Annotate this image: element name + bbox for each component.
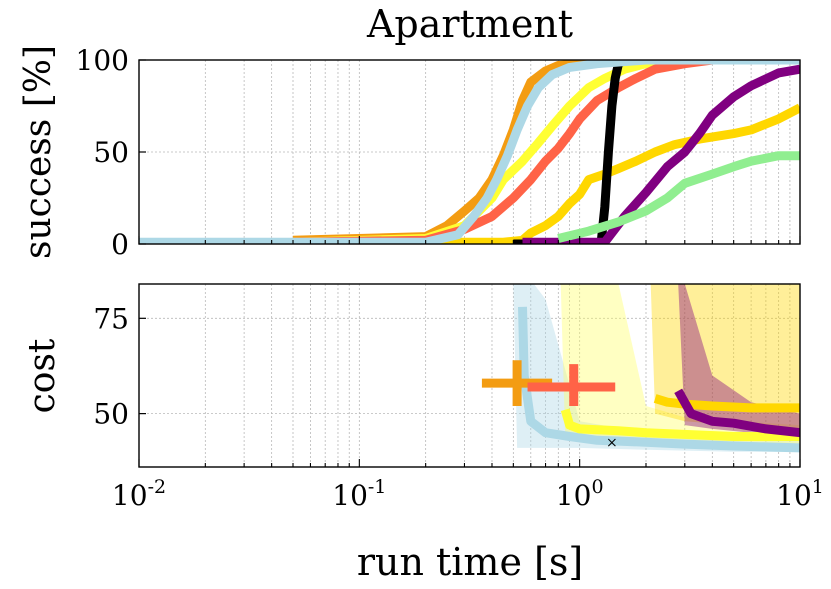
y-tick-label: 50 [93, 398, 129, 431]
cost-series-line [560, 408, 800, 441]
x-axis-label: run time [s] [357, 540, 583, 584]
x-ticks: 10-2 10-1 100 101 [112, 236, 824, 512]
x-tick-label: 10-2 [112, 476, 166, 512]
y-tick-label: 75 [93, 302, 129, 335]
success-ylabel: success [%] [18, 45, 59, 259]
cost-series-line [674, 388, 800, 438]
success-series-line [292, 60, 800, 244]
x-tick-label: 100 [556, 476, 604, 512]
cost-band [650, 284, 800, 429]
success-series-line [292, 60, 800, 244]
success-series-line [139, 60, 800, 244]
cost-series: × [481, 306, 800, 453]
cost-panel-frame [138, 283, 801, 468]
success-series-line [292, 60, 800, 244]
y-tick-label: 0 [111, 228, 129, 261]
cost-yticks: 50 75 [93, 302, 146, 431]
x-tick-label: 101 [776, 476, 824, 512]
cost-series-line [653, 394, 800, 413]
success-series [139, 60, 800, 244]
cost-series-line [518, 306, 800, 453]
cost-marker: × [606, 435, 618, 451]
success-yticks: 0 50 100 [76, 44, 146, 261]
x-tick-label: 10-1 [332, 476, 386, 512]
success-series-line [557, 151, 800, 243]
cost-band [678, 284, 800, 441]
y-tick-label: 50 [93, 136, 129, 169]
chart-title: Apartment [366, 2, 573, 46]
y-tick-label: 100 [76, 44, 129, 77]
cost-band [560, 284, 800, 445]
cost-ylabel: cost [22, 338, 63, 413]
